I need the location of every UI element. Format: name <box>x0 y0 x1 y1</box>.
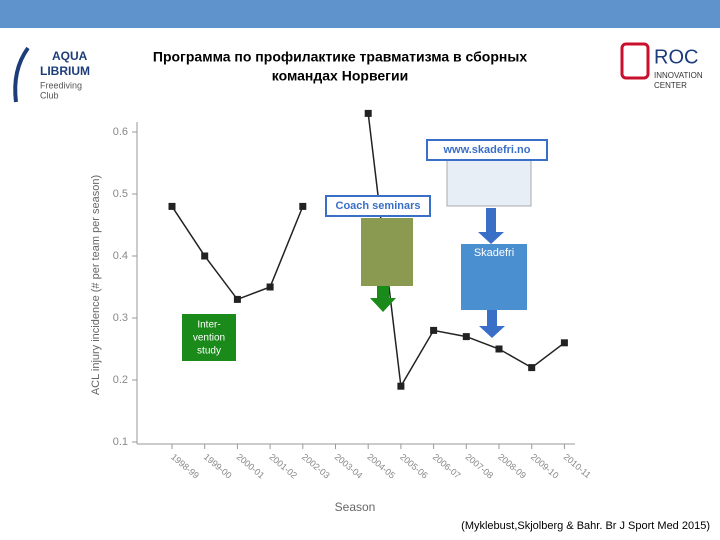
arrow <box>486 208 496 234</box>
logo-text: AQUA <box>52 49 88 63</box>
x-tick-label: 2002-03 <box>300 452 332 481</box>
logo-text: CENTER <box>654 81 687 90</box>
x-tick-label: 2001-02 <box>267 452 299 481</box>
x-tick-label: 2007-08 <box>463 452 495 481</box>
x-tick-label: 2010-11 <box>562 452 593 480</box>
website-screenshot <box>446 157 532 207</box>
data-point <box>495 345 503 353</box>
y-tick-label: 0.4 <box>113 250 128 262</box>
x-tick-label: 2003-04 <box>333 452 365 481</box>
annotation: Coach seminars <box>336 200 421 212</box>
x-tick-label: 2004-05 <box>365 452 397 481</box>
logo-text: ROC <box>654 46 698 68</box>
arrow <box>370 298 396 312</box>
logo-arc <box>13 46 30 103</box>
top-band <box>0 0 720 28</box>
y-axis-label: ACL injury incidence (# per team per sea… <box>90 175 102 395</box>
annotation: Inter- <box>197 320 220 331</box>
data-point <box>397 382 405 390</box>
x-tick-label: 2008-09 <box>496 452 528 481</box>
annotation: www.skadefri.no <box>442 144 530 156</box>
slide-title: командах Норвегии <box>272 68 408 84</box>
data-point <box>168 202 176 210</box>
annotation: study <box>197 346 221 357</box>
data-point <box>201 252 209 260</box>
annotation-box <box>426 139 548 161</box>
y-tick-label: 0.2 <box>113 374 128 386</box>
logo-mark <box>620 42 650 80</box>
arrow <box>487 310 497 328</box>
data-point <box>560 339 568 347</box>
x-tick-label: 2006-07 <box>431 452 463 481</box>
logo-text: INNOVATION <box>654 71 703 80</box>
intervention-box <box>182 314 236 361</box>
logo-text: LIBRIUM <box>40 64 90 78</box>
slide-title: Программа по профилактике травматизма в … <box>153 49 527 65</box>
x-axis-label: Season <box>335 500 376 514</box>
y-tick-label: 0.6 <box>113 126 128 138</box>
cover <box>461 244 527 310</box>
annotation: vention <box>193 333 225 344</box>
y-tick-label: 0.3 <box>113 312 128 324</box>
logo-text: Club <box>40 90 59 100</box>
data-point <box>233 295 241 303</box>
arrow <box>479 326 505 338</box>
x-tick-label: 2005-06 <box>398 452 430 481</box>
data-point <box>430 326 438 334</box>
x-tick-label: 2000-01 <box>235 452 267 481</box>
y-tick-label: 0.5 <box>113 188 128 200</box>
cover-title: Skadefri <box>474 247 514 259</box>
arrow <box>377 286 389 298</box>
photo <box>361 218 413 286</box>
logo-text: Freediving <box>40 80 82 90</box>
data-point <box>364 109 372 117</box>
data-point <box>266 283 274 291</box>
data-point <box>528 364 536 372</box>
data-point <box>299 202 307 210</box>
x-tick-label: 1998-99 <box>169 452 201 481</box>
y-tick-label: 0.1 <box>113 436 128 448</box>
data-point <box>462 333 470 341</box>
annotation-box <box>325 195 431 217</box>
x-tick-label: 1999-00 <box>202 452 234 481</box>
x-tick-label: 2009-10 <box>529 452 561 481</box>
citation: (Myklebust,Skjolberg & Bahr. Br J Sport … <box>461 520 710 532</box>
arrow <box>478 232 504 244</box>
